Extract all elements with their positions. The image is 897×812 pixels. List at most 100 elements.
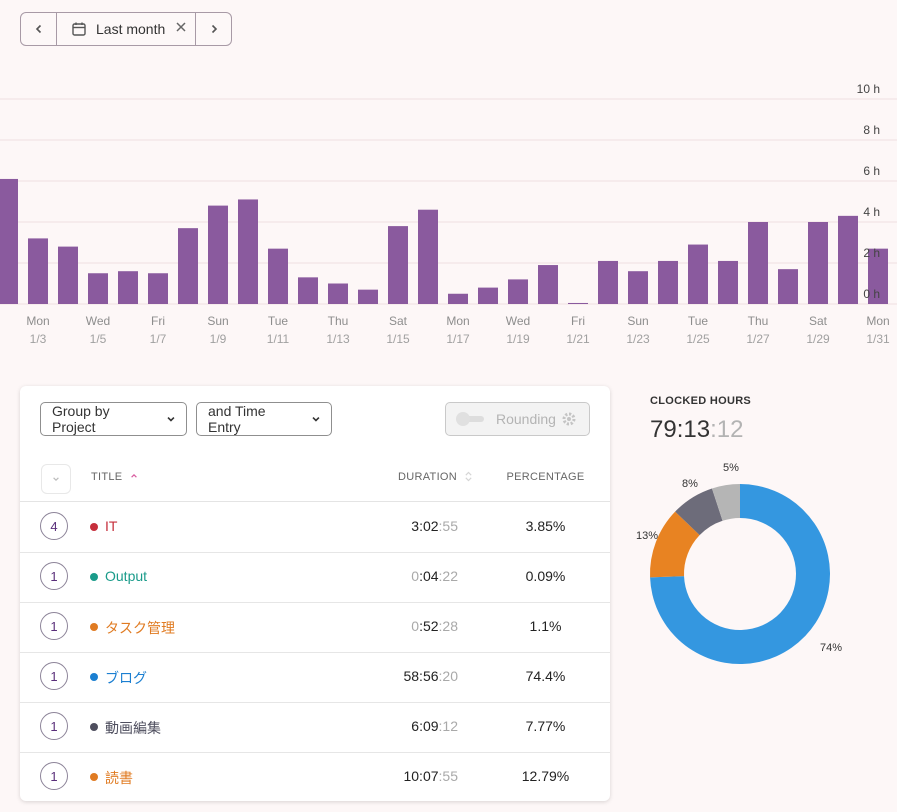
table-row[interactable]: 1 読書 10:07:55 12.79%: [20, 752, 610, 801]
day-bar[interactable]: [88, 273, 108, 304]
entry-count-badge[interactable]: 1: [40, 662, 68, 690]
table-row[interactable]: 4 IT 3:02:55 3.85%: [20, 502, 610, 553]
donut-slice-label: 8%: [682, 478, 698, 490]
project-share-donut: 74% 13% 8% 5%: [636, 462, 842, 664]
day-bar[interactable]: [868, 248, 888, 304]
y-tick-label: 4 h: [863, 205, 880, 219]
donut-slice[interactable]: [675, 488, 723, 536]
chevron-left-icon: [35, 24, 41, 34]
day-bar[interactable]: [748, 222, 768, 304]
chevron-down-icon: [53, 477, 59, 482]
day-bar[interactable]: [298, 277, 318, 304]
y-tick-label: 0 h: [863, 287, 880, 301]
total-main: 79:13: [650, 416, 711, 443]
percentage-column-header: PERCENTAGE: [506, 471, 585, 483]
day-bar[interactable]: [238, 199, 258, 304]
duration-seconds: :12: [438, 718, 458, 734]
expand-all-button[interactable]: [41, 464, 71, 494]
donut-slice[interactable]: [711, 484, 740, 521]
x-day-label: Thu: [328, 314, 349, 328]
table-row[interactable]: 1 ブログ 58:56:20 74.4%: [20, 652, 610, 703]
clear-icon[interactable]: [175, 20, 187, 38]
project-color-dot: [90, 673, 98, 681]
duration-seconds: :20: [438, 668, 458, 684]
day-bar[interactable]: [508, 279, 528, 304]
duration-column-header[interactable]: DURATION: [398, 471, 473, 483]
x-day-label: Sat: [389, 314, 408, 328]
group-by-select[interactable]: Group by Project: [40, 402, 187, 436]
donut-slice-label: 13%: [636, 530, 658, 542]
day-bar[interactable]: [448, 293, 468, 304]
day-bar[interactable]: [118, 271, 138, 304]
day-bar[interactable]: [358, 289, 378, 304]
x-date-label: 1/9: [210, 332, 227, 346]
day-bar[interactable]: [538, 265, 558, 304]
table-row[interactable]: 1 Output 0:04:22 0.09%: [20, 552, 610, 603]
table-row[interactable]: 1 タスク管理 0:52:28 1.1%: [20, 602, 610, 653]
day-bar[interactable]: [478, 287, 498, 304]
day-bar[interactable]: [0, 178, 18, 304]
x-day-label: Wed: [506, 314, 530, 328]
day-bar[interactable]: [418, 209, 438, 304]
day-bar[interactable]: [28, 238, 48, 304]
x-day-label: Sun: [627, 314, 648, 328]
duration-header-label: DURATION: [398, 471, 458, 483]
prev-period-button[interactable]: [21, 13, 56, 45]
day-bar[interactable]: [598, 260, 618, 304]
title-column-header[interactable]: TITLE: [91, 471, 138, 483]
duration-main: 6:09: [411, 718, 439, 734]
donut-slice[interactable]: [650, 511, 700, 578]
table-row[interactable]: 1 動画編集 6:09:12 7.77%: [20, 702, 610, 753]
chevron-right-icon: [211, 24, 217, 34]
day-bar[interactable]: [688, 244, 708, 304]
donut-slice[interactable]: [650, 484, 830, 664]
day-bar[interactable]: [718, 260, 738, 304]
day-bar[interactable]: [658, 260, 678, 304]
duration-main: 3:02: [411, 518, 439, 534]
x-day-label: Mon: [866, 314, 889, 328]
day-bar[interactable]: [778, 269, 798, 304]
x-date-label: 1/27: [746, 332, 770, 346]
gear-icon[interactable]: [561, 411, 577, 427]
day-bar[interactable]: [58, 246, 78, 304]
x-day-label: Thu: [748, 314, 769, 328]
day-bar[interactable]: [208, 205, 228, 304]
x-date-label: 1/21: [566, 332, 590, 346]
day-bar[interactable]: [628, 271, 648, 304]
project-name: 動画編集: [105, 720, 161, 736]
day-bar[interactable]: [388, 226, 408, 304]
sort-asc-icon: [130, 473, 137, 478]
day-bar[interactable]: [838, 215, 858, 304]
day-bar[interactable]: [808, 222, 828, 304]
entry-count-badge[interactable]: 1: [40, 612, 68, 640]
day-bar[interactable]: [568, 302, 588, 304]
date-range-field[interactable]: Last month: [56, 13, 196, 45]
x-day-label: Fri: [571, 314, 585, 328]
report-table-card: Group by Project and Time Entry Rounding…: [20, 386, 610, 801]
entry-count-badge[interactable]: 1: [40, 562, 68, 590]
duration-value: 0:04:22: [411, 568, 458, 584]
day-bar[interactable]: [148, 273, 168, 304]
donut-slice-label: 74%: [820, 642, 842, 654]
day-bar[interactable]: [178, 228, 198, 304]
next-period-button[interactable]: [196, 13, 231, 45]
sub-group-select[interactable]: and Time Entry: [196, 402, 332, 436]
duration-value: 10:07:55: [403, 768, 458, 784]
rounding-toggle[interactable]: Rounding: [445, 402, 590, 436]
entry-count-badge[interactable]: 4: [40, 512, 68, 540]
day-bar[interactable]: [268, 248, 288, 304]
x-date-label: 1/19: [506, 332, 530, 346]
sub-group-label: and Time Entry: [208, 403, 266, 435]
x-date-label: 1/17: [446, 332, 470, 346]
entry-count-badge[interactable]: 1: [40, 762, 68, 790]
x-date-label: 1/31: [866, 332, 890, 346]
x-day-label: Sat: [809, 314, 828, 328]
day-bar[interactable]: [328, 283, 348, 305]
x-date-label: 1/15: [386, 332, 410, 346]
entry-count-badge[interactable]: 1: [40, 712, 68, 740]
clocked-hours-total: 79:13:12: [650, 416, 743, 444]
calendar-icon: [71, 21, 87, 37]
duration-lead: 0: [411, 568, 420, 584]
x-day-label: Fri: [151, 314, 165, 328]
y-tick-label: 10 h: [857, 82, 880, 96]
